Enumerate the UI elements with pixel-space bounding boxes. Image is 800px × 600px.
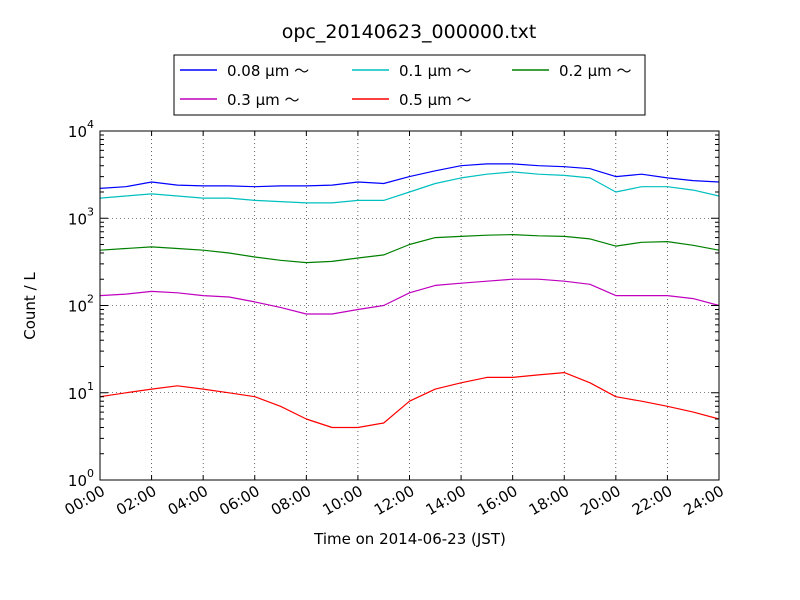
series-line <box>99 234 720 264</box>
y-axis-label: Count / L <box>21 272 39 340</box>
y-tick-label: 103 <box>68 205 94 228</box>
legend-label: 0.3 μm ～ <box>227 91 300 109</box>
x-tick-label: 06:00 <box>216 482 262 519</box>
x-axis-label: Time on 2014-06-23 (JST) <box>313 530 506 548</box>
legend-label: 0.5 μm ～ <box>399 91 472 109</box>
y-tick-label: 101 <box>68 380 94 403</box>
x-tick-label: 08:00 <box>268 482 314 519</box>
series-line <box>99 171 720 204</box>
legend-frame <box>173 54 646 116</box>
series-layer <box>99 163 720 429</box>
x-tick-label: 22:00 <box>629 482 675 519</box>
x-tick-label: 10:00 <box>319 482 365 519</box>
x-tick-label: 24:00 <box>681 482 727 519</box>
series-line <box>99 278 720 315</box>
y-tick-label: 100 <box>68 467 94 490</box>
x-tick-label: 14:00 <box>423 482 469 519</box>
chart-title: opc_20140623_000000.txt <box>282 21 537 43</box>
x-tick-label: 04:00 <box>165 482 211 519</box>
legend-label: 0.1 μm ～ <box>399 62 472 80</box>
x-tick-label: 02:00 <box>113 482 159 519</box>
grid-lines <box>100 131 719 480</box>
x-tick-label: 16:00 <box>474 482 520 519</box>
legend-label: 0.2 μm ～ <box>559 62 632 80</box>
y-tick-labels: 100 101 102 103 104 <box>68 118 94 490</box>
series-line <box>99 163 720 189</box>
legend-label: 0.08 μm ～ <box>227 62 309 80</box>
axis-ticks <box>99 130 720 481</box>
x-tick-labels: 00:00 02:00 04:00 06:00 08:00 10:00 12:00 14:00… <box>62 482 727 519</box>
x-tick-label: 12:00 <box>371 482 417 519</box>
legend: 0.08 μm ～ 0.1 μm ～ 0.2 μm ～ 0.3 μm ～ 0.5 μm … <box>173 54 646 116</box>
series-line <box>99 372 720 429</box>
y-tick-label: 102 <box>68 293 94 316</box>
x-tick-label: 20:00 <box>577 482 623 519</box>
y-tick-label: 104 <box>68 118 94 141</box>
x-tick-label: 18:00 <box>526 482 572 519</box>
